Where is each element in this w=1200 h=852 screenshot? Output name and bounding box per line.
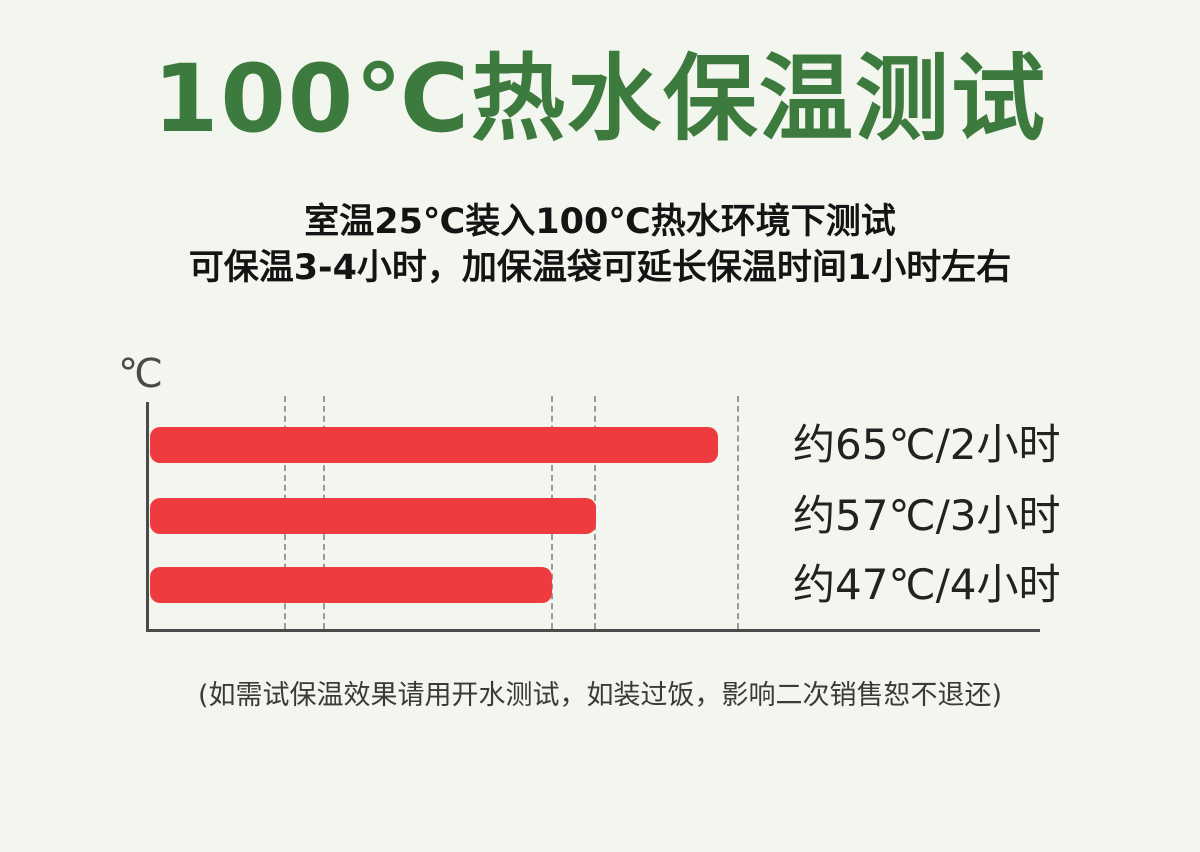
bar-value-label: 约57℃/3小时 (793, 491, 1061, 540)
dashed-gridline (737, 396, 740, 629)
temperature-bar (150, 567, 552, 603)
temperature-bar (150, 427, 719, 463)
plot-area: 约65℃/2小时 约57℃/3小时 约47℃/4小时 (146, 396, 1060, 632)
subtitle-line-1: 室温25℃装入100℃热水环境下测试 (304, 202, 896, 242)
insulation-bar-chart: ℃ 约65℃/2小时 约57℃/3小时 约47℃/4小时 (118, 352, 1078, 642)
temperature-bar (150, 498, 597, 534)
bar-value-label: 约65℃/2小时 (793, 420, 1061, 469)
subtitle-line-2: 可保温3-4小时，加保温袋可延长保温时间1小时左右 (188, 248, 1012, 288)
y-axis-unit-label: ℃ (118, 351, 163, 397)
page-title: 100℃热水保温测试 (152, 45, 1048, 154)
bar-value-label: 约47℃/4小时 (793, 560, 1061, 609)
footer-note: (如需试保温效果请用开水测试，如装过饭，影响二次销售恕不退还) (197, 680, 1003, 711)
